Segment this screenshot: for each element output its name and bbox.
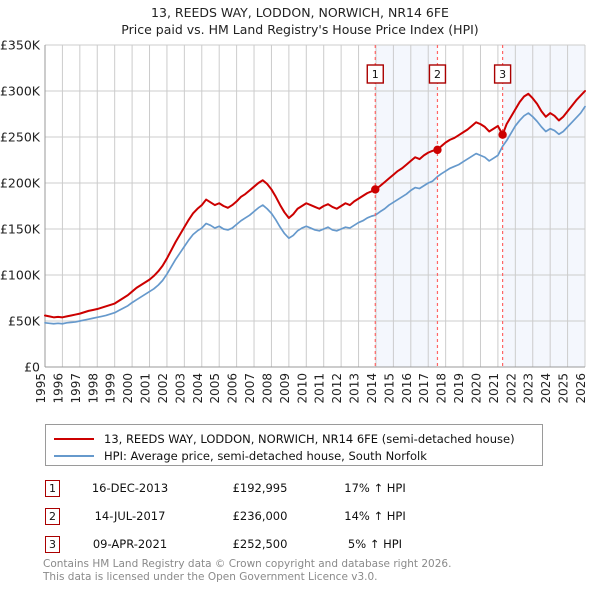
x-axis-tick-label: 2016 [400,373,414,404]
legend-item-hpi: HPI: Average price, semi-detached house,… [54,447,534,464]
transaction-date-1: 16-DEC-2013 [91,481,169,495]
x-axis-tick-label: 2003 [173,373,187,404]
shaded-band-2 [502,45,585,367]
y-axis-tick-label: £250K [0,130,41,145]
transaction-price-3: £252,500 [232,537,288,551]
x-axis-tick-label: 2004 [191,373,205,404]
y-axis-tick-label: £0 [24,360,40,375]
x-axis-tick-label: 2019 [452,373,466,404]
transaction-price-1: £192,995 [232,481,288,495]
series-line-hpi [44,105,586,325]
x-axis-tick-label: 1995 [34,373,48,404]
transaction-hpi-3: 5% ↑ HPI [347,537,403,551]
x-axis-tick-label: 1996 [51,373,65,404]
x-axis-tick-label: 2014 [365,373,379,404]
x-axis-tick-label: 2005 [208,373,222,404]
x-axis-tick-label: 2025 [557,373,571,404]
x-axis-tick-label: 2026 [574,373,588,404]
x-axis-tick-label: 2017 [417,373,431,404]
x-axis-tick-label: 2006 [226,373,240,404]
marker-badge-1[interactable] [366,64,384,84]
x-axis-tick-label: 2012 [330,373,344,404]
y-axis-tick-label: £100K [0,268,41,283]
legend-swatch-property [54,437,94,440]
marker-badge-3[interactable] [493,64,512,84]
transaction-point-2[interactable] [433,145,442,155]
legend-label-property: 13, REEDS WAY, LODDON, NORWICH, NR14 6FE… [104,431,515,446]
x-axis-tick-label: 1998 [86,373,100,404]
transaction-date-3: 09-APR-2021 [92,537,168,551]
x-axis-tick-label: 2001 [139,373,153,404]
marker-badge-label-2: 2 [434,68,441,81]
transaction-point-1[interactable] [371,185,380,194]
marker-badge-label-1: 1 [372,68,379,81]
page-title: 13, REEDS WAY, LODDON, NORWICH, NR14 6FE… [0,4,600,38]
title-line-1: 13, REEDS WAY, LODDON, NORWICH, NR14 6FE [151,5,449,20]
legend-item-property: 13, REEDS WAY, LODDON, NORWICH, NR14 6FE… [54,430,534,447]
transaction-date-2: 14-JUL-2017 [94,509,166,523]
transaction-badge-3: 3 [45,535,60,553]
x-axis-tick-label: 2015 [382,373,396,404]
transaction-price-2: £236,000 [232,509,288,523]
legend-label-hpi: HPI: Average price, semi-detached house,… [104,448,427,463]
table-row: 3 09-APR-2021 £252,500 5% ↑ HPI [45,530,565,558]
x-axis-tick-label: 2011 [313,373,327,404]
x-axis-tick-label: 2021 [487,373,501,404]
transaction-point-3[interactable] [498,130,507,139]
y-axis-tick-label: £150K [0,222,41,237]
y-axis-tick-label: £300K [0,84,41,99]
x-axis-tick-label: 2002 [156,373,170,404]
x-axis-tick-label: 2009 [278,373,292,404]
table-row: 2 14-JUL-2017 £236,000 14% ↑ HPI [45,502,565,530]
legend-swatch-hpi [54,454,94,457]
transaction-hpi-2: 14% ↑ HPI [344,509,406,523]
footer-line-1: Contains HM Land Registry data © Crown c… [43,558,452,570]
transaction-hpi-1: 17% ↑ HPI [344,481,406,495]
x-axis-tick-label: 2022 [504,373,518,404]
x-axis-tick-label: 2018 [435,373,449,404]
marker-badge-label-3: 3 [499,68,506,81]
y-axis-tick-label: £350K [0,38,41,53]
x-axis-tick-label: 1999 [104,373,118,404]
table-row: 1 16-DEC-2013 £192,995 17% ↑ HPI [45,474,565,502]
x-axis-tick-label: 2023 [522,373,536,404]
footer-line-2: This data is licensed under the Open Gov… [43,570,378,583]
shaded-band-1 [375,45,438,367]
series-line-property [44,90,586,319]
x-axis-tick-label: 2007 [243,373,257,404]
transaction-badge-1: 1 [45,479,60,497]
title-line-2: Price paid vs. HM Land Registry's House … [121,22,479,37]
transactions-table: 1 16-DEC-2013 £192,995 17% ↑ HPI 2 14-JU… [45,474,565,558]
y-axis-tick-label: £50K [8,314,41,329]
x-axis-tick-label: 2008 [260,373,274,404]
x-axis-tick-label: 2024 [539,373,553,404]
footer-attribution: Contains HM Land Registry data © Crown c… [43,558,583,583]
x-axis-tick-label: 2010 [295,373,309,404]
x-axis-tick-label: 1997 [69,373,83,404]
y-axis-tick-label: £200K [0,176,41,191]
x-axis-tick-label: 2020 [469,373,483,404]
chart-legend: 13, REEDS WAY, LODDON, NORWICH, NR14 6FE… [45,424,543,466]
marker-badge-2[interactable] [428,64,447,84]
x-axis-tick-label: 2000 [121,373,135,404]
x-axis-tick-label: 2013 [348,373,362,404]
chart-plot-area: £0 £50K £100K £150K £200K £250K £300K £350K 1995… [0,38,588,404]
transaction-badge-2: 2 [45,507,60,525]
